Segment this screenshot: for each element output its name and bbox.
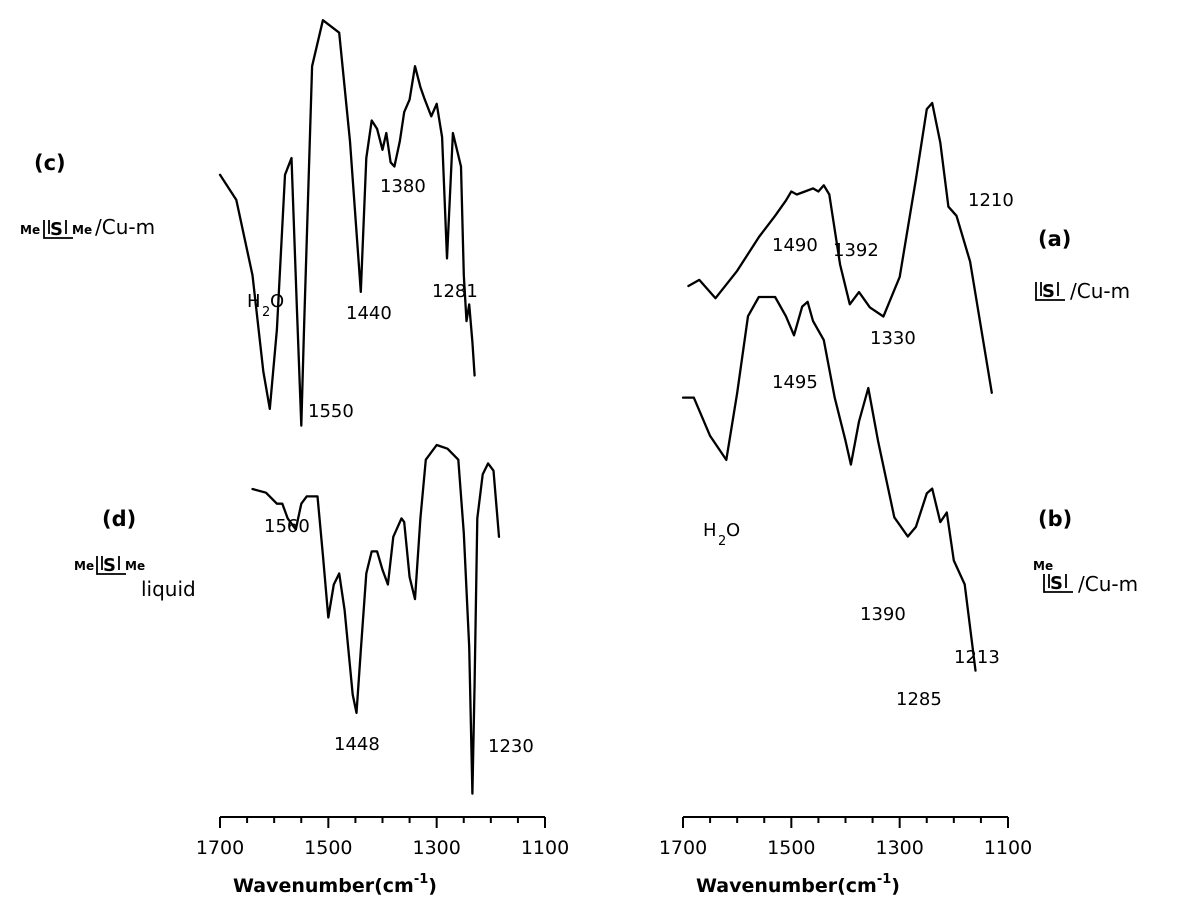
svg-text:2: 2	[262, 305, 270, 320]
svg-text:O: O	[726, 520, 740, 541]
panel-a-letter: (a)	[1038, 227, 1071, 251]
ring-letter-d: S	[103, 555, 116, 576]
peak-label: 1440	[346, 303, 392, 324]
svg-text:2: 2	[718, 534, 726, 549]
peak-label: 1390	[860, 604, 906, 625]
panel-b: (b) Me S /Cu-m H 2 O 1495 1390 1285 1213	[681, 295, 1138, 710]
water-label-c: H 2 O	[247, 291, 284, 320]
spectrum-curve-c	[218, 19, 476, 427]
x-tick-label: 1500	[767, 837, 815, 859]
peak-label: 1210	[968, 190, 1014, 211]
species-label-a: /Cu-m	[1070, 279, 1130, 303]
ring-prefix-c: Me	[20, 223, 40, 237]
x-tick-label: 1300	[875, 837, 923, 859]
peak-label: 1490	[772, 235, 818, 256]
x-tick-label: 1700	[196, 837, 244, 859]
panel-d-species: Me S Me	[74, 555, 145, 576]
panel-d: (d) Me S Me liquid 1560 1448 1230	[74, 443, 534, 795]
panel-c: (c) Me S Me /Cu-m H 2 O 1550 1440 1380 1…	[20, 19, 478, 427]
species-label-d: liquid	[141, 577, 196, 601]
panel-a: (a) S /Cu-m 1490 1392 1330 1210	[687, 101, 1130, 394]
x-axis-left: 1700 1500 1300 1100	[196, 816, 569, 859]
x-axis-title-left: Wavenumber(cm-1)	[233, 872, 437, 897]
peak-label: 1330	[870, 328, 916, 349]
ring-prefix-d: Me	[74, 559, 94, 573]
panel-b-species: Me S /Cu-m	[1033, 559, 1138, 596]
water-label-b: H 2 O	[703, 520, 740, 549]
peak-label: 1281	[432, 281, 478, 302]
panel-b-letter: (b)	[1038, 507, 1072, 531]
peak-label: 1230	[488, 736, 534, 757]
peak-label: 1392	[833, 240, 879, 261]
ring-letter-b: S	[1050, 573, 1063, 594]
ring-suffix-d: Me	[125, 559, 145, 573]
peak-label: 1560	[264, 516, 310, 537]
thiophene-ring-icon-a	[1035, 282, 1065, 301]
thiophene-ring-icon-d	[96, 556, 126, 575]
x-tick-label: 1100	[521, 837, 569, 859]
spectrum-curve-d	[251, 443, 501, 795]
species-label-b: /Cu-m	[1078, 572, 1138, 596]
peak-label: 1213	[954, 647, 1000, 668]
x-tick-label: 1700	[659, 837, 707, 859]
peak-label: 1380	[380, 176, 426, 197]
panel-c-letter: (c)	[34, 151, 66, 175]
peak-label: 1495	[772, 372, 818, 393]
thiophene-ring-icon-c	[43, 220, 73, 239]
thiophene-ring-icon-b	[1043, 574, 1073, 593]
x-tick-label: 1100	[984, 837, 1032, 859]
panel-d-letter: (d)	[102, 507, 136, 531]
svg-text:O: O	[270, 291, 284, 312]
ring-letter-c: S	[50, 219, 63, 240]
ring-suffix-c: Me	[72, 223, 92, 237]
peak-label: 1285	[896, 689, 942, 710]
panel-c-species: Me S Me /Cu-m	[20, 215, 155, 240]
panel-a-species: S /Cu-m	[1035, 279, 1130, 303]
peak-label: 1550	[308, 401, 354, 422]
spectrum-curve-b	[681, 295, 977, 672]
ring-letter-a: S	[1042, 281, 1055, 302]
ring-prefix-b: Me	[1033, 559, 1053, 573]
spectrum-curve-a	[687, 101, 993, 394]
svg-text:H: H	[703, 520, 717, 541]
peak-label: 1448	[334, 734, 380, 755]
x-tick-label: 1500	[304, 837, 352, 859]
species-label-c: /Cu-m	[95, 215, 155, 239]
x-axis-right: 1700 1500 1300 1100	[659, 816, 1032, 859]
x-axis-title-right: Wavenumber(cm-1)	[696, 872, 900, 897]
x-tick-label: 1300	[412, 837, 460, 859]
svg-text:H: H	[247, 291, 261, 312]
